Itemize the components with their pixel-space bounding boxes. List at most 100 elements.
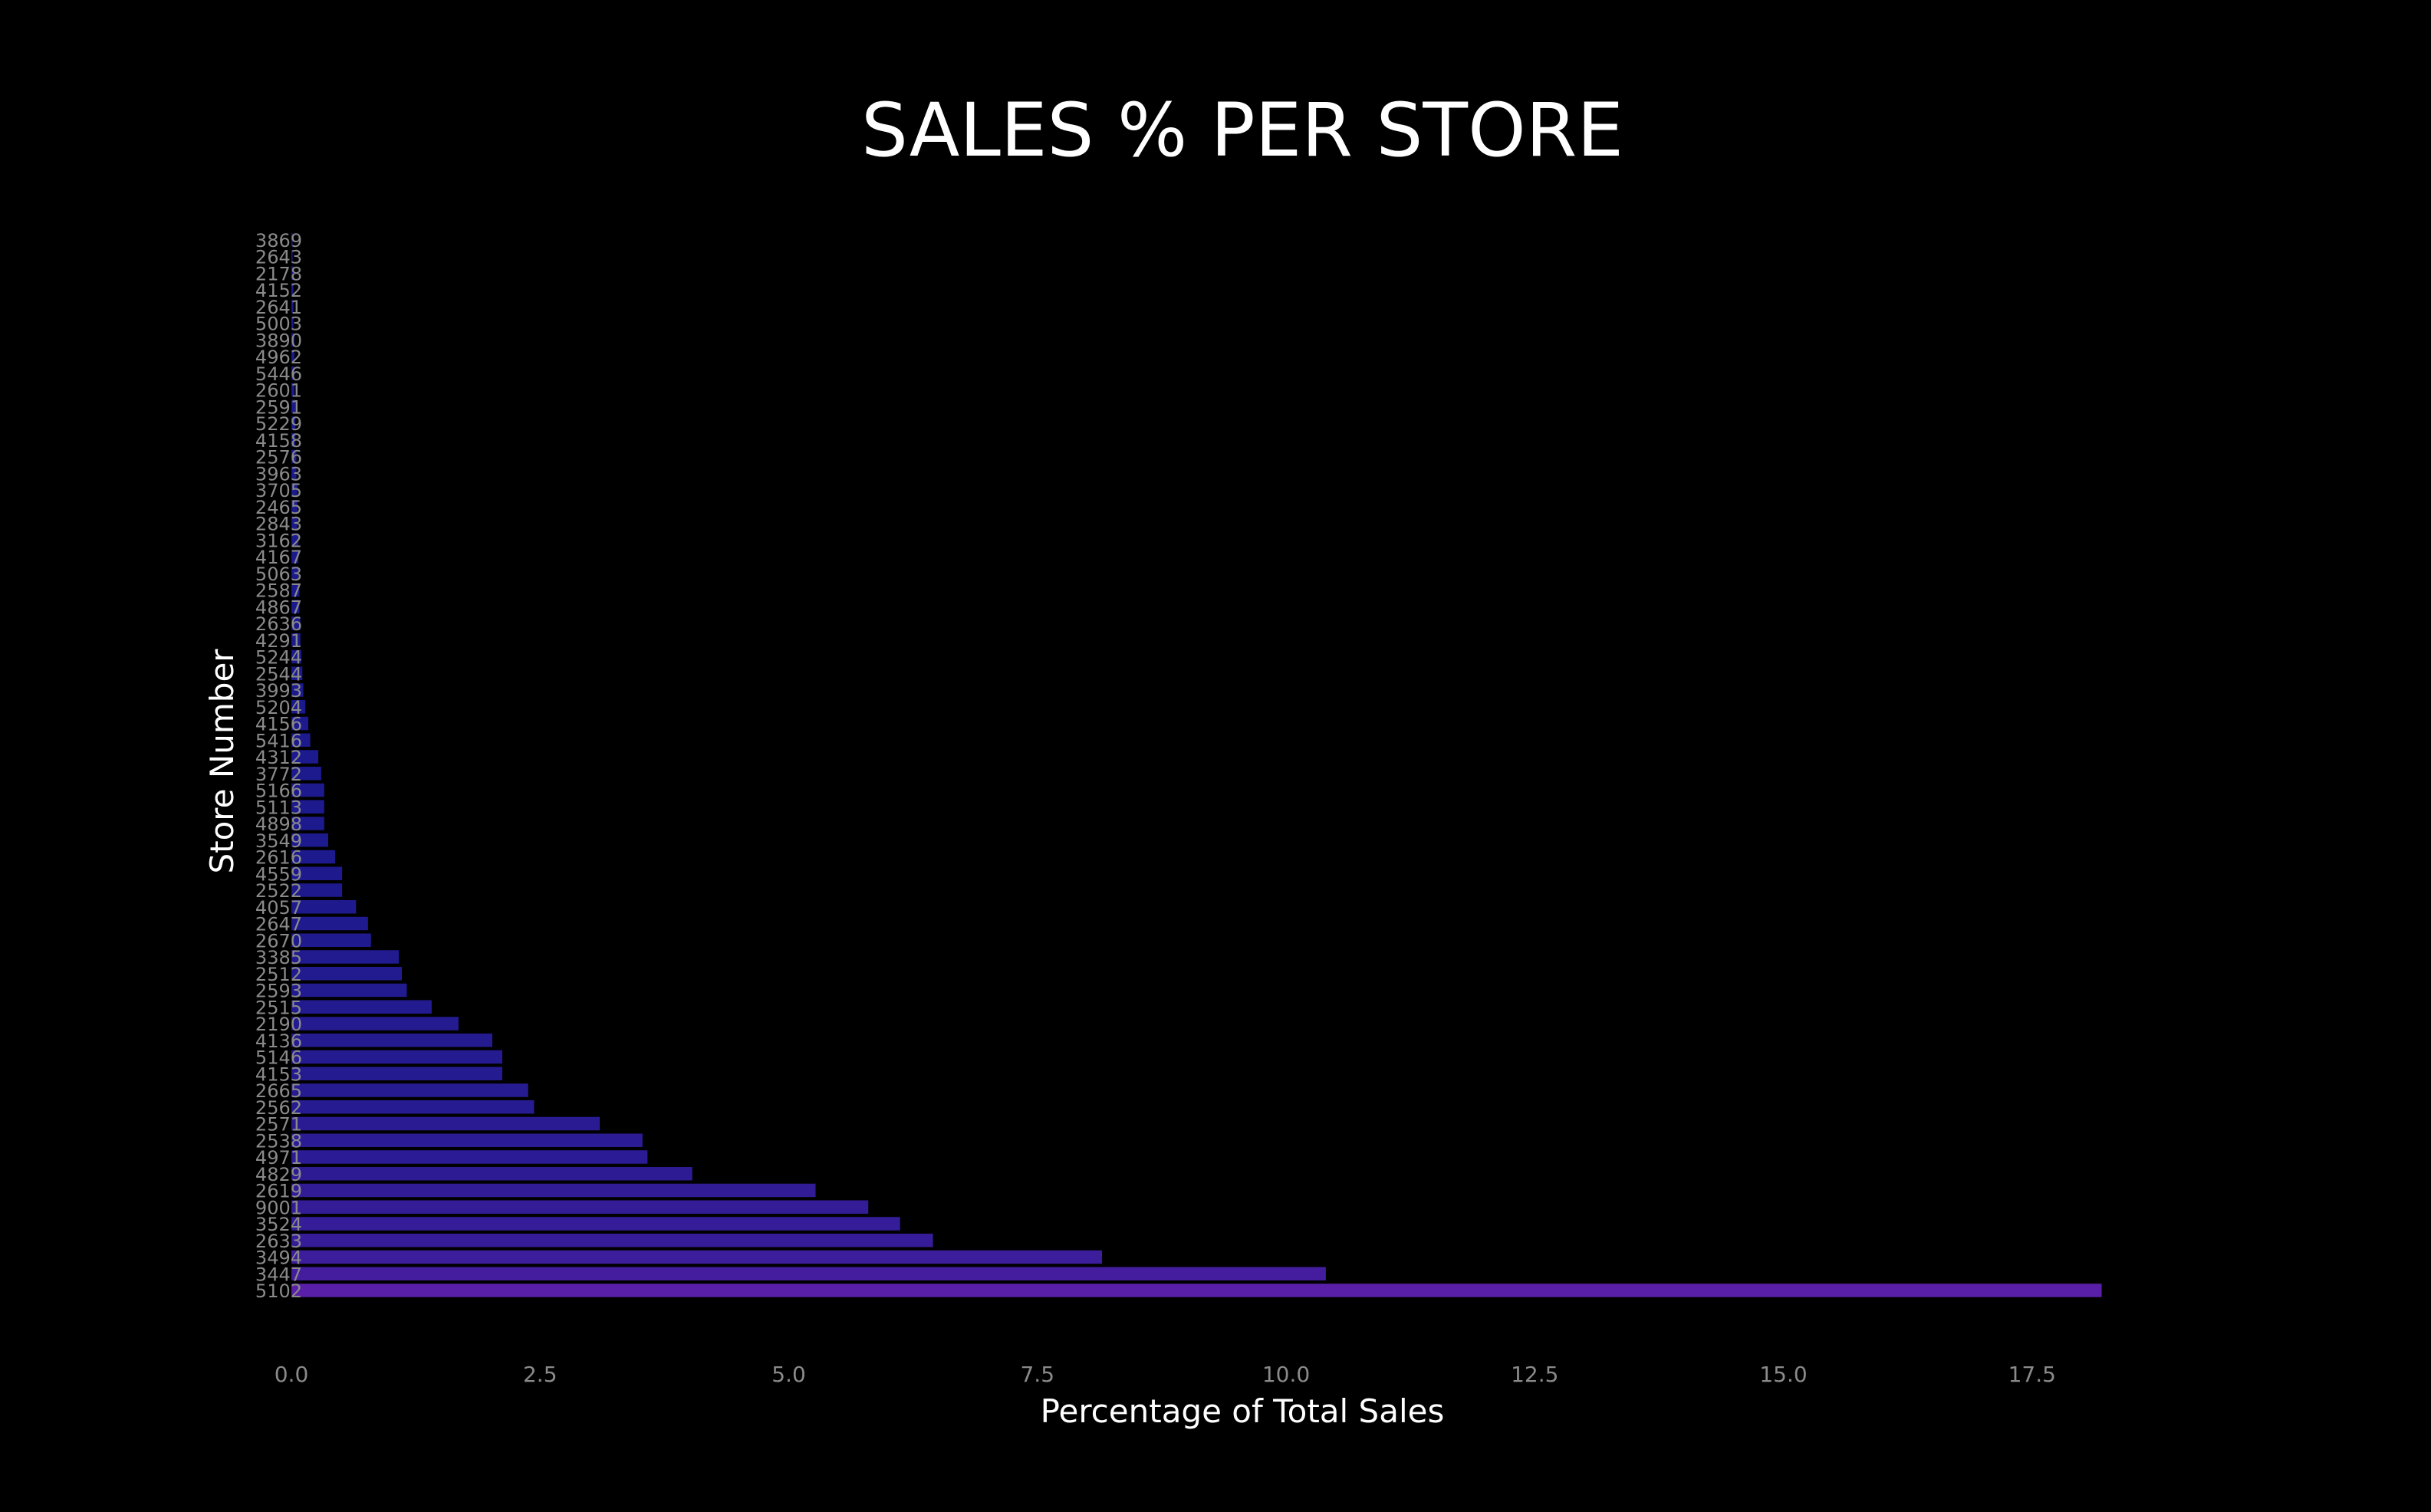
x-tick-label: 17.5	[2008, 1362, 2056, 1387]
bar-store-5204	[291, 700, 306, 714]
x-tick-label: 2.5	[523, 1362, 558, 1387]
store-number-label: 2512	[255, 964, 302, 985]
bar-store-4291	[291, 633, 301, 647]
store-number-label: 5113	[255, 797, 302, 818]
bar-store-2544	[291, 666, 303, 680]
bar-store-2515	[291, 1000, 432, 1014]
y-axis-label: Store Number	[203, 649, 241, 874]
bar-store-3524	[291, 1217, 900, 1231]
store-number-label: 4312	[255, 747, 302, 768]
store-number-label: 5166	[255, 781, 302, 802]
store-number-label: 2647	[255, 914, 302, 935]
bar-store-5446	[291, 366, 294, 380]
bar-store-4153	[291, 1067, 502, 1080]
store-number-label: 2593	[255, 981, 302, 1002]
bar-store-4136	[291, 1034, 492, 1047]
store-number-label: 4829	[255, 1164, 302, 1185]
store-number-label: 2587	[255, 580, 302, 602]
store-number-label: 2633	[255, 1231, 302, 1252]
store-number-label: 2601	[255, 380, 302, 402]
bar-store-4158	[291, 433, 296, 447]
store-number-tick-labels: 5102344734942633352490012619482949712538…	[255, 230, 302, 1302]
store-number-label: 3524	[255, 1214, 302, 1235]
bar-store-4962	[291, 350, 294, 363]
bar-store-3869	[291, 233, 293, 247]
store-number-label: 4167	[255, 547, 302, 568]
bar-store-4898	[291, 817, 324, 830]
bar-store-2670	[291, 933, 371, 947]
bar-store-3993	[291, 683, 304, 697]
store-number-label: 2665	[255, 1080, 302, 1102]
bar-store-2643	[291, 249, 293, 264]
bar-store-2633	[291, 1234, 933, 1247]
bar-store-4867	[291, 600, 300, 613]
store-number-label: 3963	[255, 463, 302, 485]
store-number-label: 5446	[255, 363, 302, 385]
store-number-label: 2591	[255, 396, 302, 418]
bar-store-3447	[291, 1267, 1326, 1280]
x-tick-label: 15.0	[1759, 1362, 1807, 1387]
store-number-label: 4291	[255, 630, 302, 652]
store-number-label: 4156	[255, 714, 302, 735]
bar-store-4312	[291, 750, 319, 764]
bar-store-9001	[291, 1200, 869, 1214]
bar-store-3385	[291, 950, 400, 964]
store-number-label: 5204	[255, 697, 302, 718]
bar-store-5102	[291, 1284, 2102, 1297]
bar-store-2647	[291, 916, 368, 931]
bar-store-4829	[291, 1167, 692, 1181]
store-number-label: 3447	[255, 1264, 302, 1285]
store-number-label: 3869	[255, 230, 302, 251]
bar-store-2512	[291, 967, 402, 981]
store-number-label: 3162	[255, 530, 302, 551]
bar-store-5416	[291, 733, 311, 747]
bar-store-2616	[291, 850, 336, 864]
store-number-label: 2515	[255, 997, 302, 1018]
bar-store-5063	[291, 567, 299, 580]
store-number-label: 3993	[255, 680, 302, 702]
store-number-label: 3890	[255, 330, 302, 351]
bar-store-3890	[291, 333, 294, 347]
store-number-label: 2636	[255, 613, 302, 635]
store-number-label: 2619	[255, 1181, 302, 1202]
bar-store-2190	[291, 1017, 459, 1030]
store-number-label: 3772	[255, 764, 302, 785]
store-number-label: 2576	[255, 447, 302, 468]
bar-store-2641	[291, 300, 294, 314]
x-axis-tick-labels: 0.0 2.5 5.0 7.5 10.0 12.5 15.0 17.5	[275, 1362, 2056, 1387]
bar-store-2562	[291, 1100, 535, 1114]
store-number-label: 4962	[255, 347, 302, 368]
bar-store-4971	[291, 1150, 648, 1164]
bar-store-4057	[291, 900, 357, 914]
bar-store-2619	[291, 1183, 816, 1198]
store-number-label: 2544	[255, 663, 302, 685]
bar-store-5166	[291, 783, 324, 797]
store-number-label: 4971	[255, 1147, 302, 1169]
x-tick-label: 5.0	[771, 1362, 806, 1387]
bar-store-2665	[291, 1083, 528, 1097]
store-number-label: 2843	[255, 514, 302, 535]
x-tick-label: 12.5	[1511, 1362, 1558, 1387]
store-number-label: 4057	[255, 897, 302, 919]
bar-store-2636	[291, 616, 301, 630]
store-number-label: 5416	[255, 730, 302, 751]
bar-store-3549	[291, 833, 328, 847]
store-number-label: 3705	[255, 480, 302, 501]
store-number-label: 4152	[255, 280, 302, 301]
store-number-label: 9001	[255, 1197, 302, 1218]
x-tick-label: 7.5	[1020, 1362, 1054, 1387]
store-number-label: 5146	[255, 1047, 302, 1069]
bar-store-2522	[291, 883, 343, 897]
bar-store-2591	[291, 399, 296, 413]
bar-store-4167	[291, 550, 299, 564]
x-tick-label: 10.0	[1262, 1362, 1310, 1387]
bar-store-3963	[291, 466, 297, 480]
store-number-label: 3494	[255, 1247, 302, 1269]
store-number-label: 5244	[255, 647, 302, 669]
store-number-label: 2178	[255, 263, 302, 284]
bar-store-2843	[291, 516, 298, 531]
bar-store-3162	[291, 533, 299, 547]
store-number-label: 5003	[255, 314, 302, 335]
store-number-label: 2562	[255, 1097, 302, 1119]
